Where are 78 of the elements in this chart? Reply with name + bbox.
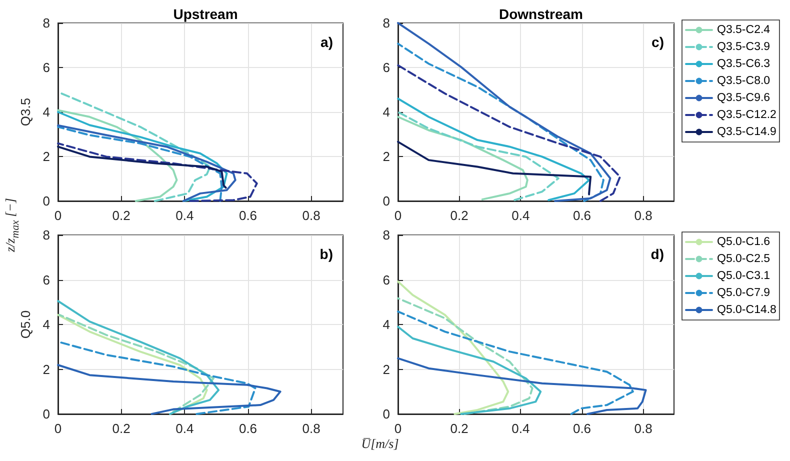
x-tick-label: 0.2 <box>450 208 468 223</box>
annotation: d) <box>650 246 664 262</box>
x-tick-label: 0.2 <box>112 421 130 436</box>
legend-label: Q3.5-C2.4 <box>717 24 771 36</box>
y-axis-title: Q5.0 <box>18 310 33 339</box>
chart-title: Upstream <box>173 6 238 22</box>
legend-label: Q5.0-C7.9 <box>717 287 770 299</box>
y-tick-label: 4 <box>42 104 50 120</box>
legend-label: Q3.5-C8.0 <box>717 75 770 87</box>
line-series <box>397 297 534 415</box>
y-tick-label: 4 <box>382 104 390 120</box>
x-tick-label: 0 <box>54 208 62 223</box>
x-tick-label: 0 <box>394 421 402 436</box>
x-tick-label: 0.8 <box>634 208 652 223</box>
x-tick-label: 0.6 <box>572 421 592 436</box>
y-tick-label: 0 <box>42 194 50 208</box>
x-tick-label: 0.4 <box>512 421 530 436</box>
line-series <box>397 326 542 415</box>
y-tick-label: 6 <box>42 272 50 288</box>
y-tick-label: 0 <box>382 194 390 208</box>
x-tick-label: 0.6 <box>238 208 258 223</box>
y-tick-label: 6 <box>382 272 390 288</box>
legend-label: Q3.5-C14.9 <box>717 126 776 138</box>
annotation: a) <box>320 34 334 50</box>
chart-title: Downstream <box>498 6 584 22</box>
line-series <box>57 300 220 415</box>
annotation: c) <box>652 34 664 50</box>
annotation: b) <box>320 246 334 262</box>
line-series <box>57 340 256 415</box>
x-tick-label: 0.6 <box>238 421 258 436</box>
legend-label: Q3.5-C6.3 <box>717 58 770 70</box>
x-tick-label: 0.6 <box>572 208 592 223</box>
x-axis-title: U̅[m/s] <box>361 436 399 452</box>
x-tick-label: 0.8 <box>302 421 320 436</box>
x-tick-label: 0.4 <box>176 421 194 436</box>
x-tick-label: 0.4 <box>176 208 194 223</box>
line-series <box>57 142 258 202</box>
line-series <box>397 280 510 415</box>
y-tick-label: 4 <box>382 317 390 332</box>
line-series <box>397 111 560 202</box>
y-tick-label: 0 <box>382 406 390 422</box>
y-tick-label: 2 <box>42 362 50 377</box>
y-tick-label: 4 <box>42 317 50 332</box>
legend-label: Q5.0-C2.5 <box>717 253 770 265</box>
y-tick-label: 0 <box>42 406 50 422</box>
line-series <box>57 146 227 189</box>
y-tick-label: 2 <box>382 149 390 164</box>
x-tick-label: 0.2 <box>450 421 468 436</box>
line-series <box>397 64 622 202</box>
line-series <box>57 109 178 202</box>
x-tick-label: 0 <box>54 421 62 436</box>
line-series <box>397 140 592 196</box>
x-tick-label: 0.2 <box>112 208 130 223</box>
y-axis-title: Q3.5 <box>18 98 33 126</box>
legend-label: Q3.5-C9.6 <box>717 92 770 104</box>
legend-label: Q5.0-C14.8 <box>717 304 776 316</box>
line-series <box>57 364 282 415</box>
legend-label: Q3.5-C12.2 <box>717 109 776 121</box>
y-tick-label: 8 <box>382 228 390 242</box>
line-series <box>397 116 528 200</box>
y-tick-label: 6 <box>42 60 50 75</box>
legend-label: Q5.0-C1.6 <box>717 236 770 248</box>
x-tick-label: 0.8 <box>634 421 652 436</box>
y-tick-label: 2 <box>382 362 390 377</box>
line-series <box>397 357 647 415</box>
line-series <box>397 310 634 415</box>
y-tick-label: 8 <box>42 228 50 242</box>
y-tick-label: 8 <box>382 16 390 30</box>
line-series <box>57 111 228 202</box>
y-tick-label: 6 <box>382 60 390 75</box>
x-tick-label: 0.8 <box>302 208 320 223</box>
x-tick-label: 0.4 <box>512 208 530 223</box>
x-tick-label: 0 <box>394 208 402 223</box>
y-tick-label: 2 <box>42 149 50 164</box>
y-tick-label: 8 <box>42 16 50 30</box>
line-series <box>397 98 590 202</box>
legend-label: Q3.5-C3.9 <box>717 41 770 53</box>
legend-label: Q5.0-C3.1 <box>717 270 770 282</box>
